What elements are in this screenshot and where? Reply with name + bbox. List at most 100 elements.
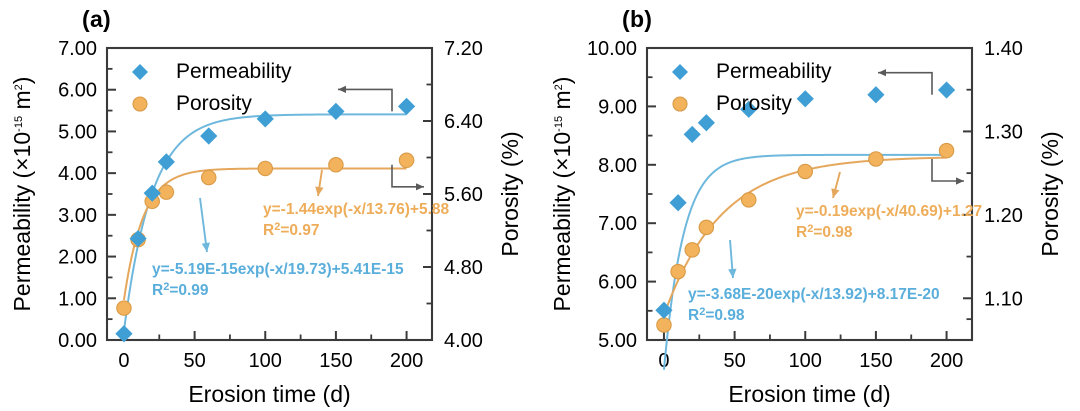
panel-label-b: (b) — [622, 6, 653, 32]
y-right-tick-label: 7.20 — [444, 38, 483, 60]
permeability-data-point — [143, 184, 161, 202]
y-left-tick-label: 7.00 — [598, 213, 637, 235]
chart-panel-a: (a) 0 50 100 150 200 0.00 1.00 2.00 3.00 4.00 5.00… — [9, 6, 523, 407]
porosity-data-point — [398, 152, 415, 168]
panel-b-plot: 0 50 100 150 200 5.00 6.00 7.00 8.00 9.00 10.00 1.1… — [540, 0, 1080, 411]
y-right-tick-label: 1.40 — [984, 38, 1023, 60]
y-right-tick-label: 1.10 — [984, 288, 1023, 310]
porosity-data-point — [670, 263, 686, 280]
x-tick-label: 100 — [249, 350, 282, 372]
x-tick-label: 150 — [319, 350, 352, 372]
permeability-equation-text: y=-5.19E-15exp(-x/19.73)+5.41E-15 — [152, 261, 404, 278]
porosity-equation-arrowhead — [831, 188, 840, 198]
x-tick-label: 50 — [723, 350, 745, 372]
porosity-data-point — [257, 160, 274, 177]
chart-panel-b: (b) 0 50 100 150 200 5.00 6.00 7.00 8.00 9.00 10.0… — [540, 0, 1080, 411]
porosity-equation-arrowhead — [315, 186, 324, 196]
legend-label-porosity: Porosity — [716, 92, 792, 115]
porosity-equation-text: y=-0.19exp(-x/40.69)+1.27 — [796, 203, 982, 220]
permeability-data-point — [697, 114, 715, 132]
y-right-tick-label: 5.60 — [444, 184, 483, 206]
permeability-data-point — [796, 90, 814, 108]
x-axis-ticks: 0 50 100 150 200 — [118, 331, 423, 372]
y-left-tick-label: 3.00 — [58, 205, 97, 227]
permeability-equation-arrow — [199, 197, 208, 253]
porosity-data-point — [868, 151, 884, 167]
legend-marker-porosity — [132, 96, 148, 112]
porosity-data-point — [158, 184, 175, 200]
axis-pointer-arrows — [338, 85, 424, 191]
permeability-data-point — [256, 110, 274, 128]
legend: Permeability Porosity — [132, 60, 292, 115]
y-axis-right-ticks: 4.00 4.80 5.60 6.40 7.20 — [423, 38, 483, 352]
porosity-data-point — [684, 242, 700, 258]
axis-pointer-arrows — [878, 69, 964, 185]
permeability-data-point — [740, 100, 758, 118]
y-left-tick-label: 0.00 — [58, 330, 97, 352]
permeability-data-point — [397, 97, 416, 115]
porosity-axis-arrowhead — [416, 183, 424, 191]
porosity-equation-r2: R2=0.98 — [796, 223, 853, 241]
x-tick-label: 50 — [183, 350, 205, 372]
porosity-equation: y=-0.19exp(-x/40.69)+1.27 R2=0.98 — [796, 171, 982, 241]
x-tick-label: 150 — [859, 350, 892, 372]
y-left-tick-label: 7.00 — [58, 38, 97, 60]
y-axis-left-title: Permeability (×10-15 m2) — [9, 77, 35, 312]
permeability-axis-arrowhead — [338, 85, 346, 93]
permeability-data-point — [200, 127, 218, 145]
permeability-data-point — [157, 153, 175, 171]
y-left-tick-label: 6.00 — [58, 80, 97, 102]
porosity-axis-arrowhead — [956, 177, 964, 185]
porosity-points — [656, 142, 955, 333]
porosity-axis-arrow — [391, 164, 424, 188]
permeability-equation-arrowhead — [728, 268, 737, 278]
porosity-data-point — [740, 192, 757, 208]
y-right-tick-label: 6.40 — [444, 111, 483, 133]
y-axis-left-title: Permeability (×10-15 m2) — [549, 77, 575, 312]
permeability-data-point — [867, 86, 885, 104]
y-left-tick-label: 5.00 — [598, 330, 637, 352]
y-right-tick-label: 1.20 — [984, 205, 1023, 227]
panel-label-a: (a) — [82, 6, 112, 32]
legend-marker-permeability — [132, 64, 148, 80]
permeability-equation: y=-5.19E-15exp(-x/19.73)+5.41E-15 R2=0.99 — [152, 197, 404, 299]
porosity-equation-r2: R2=0.97 — [263, 221, 320, 239]
legend-label-porosity: Porosity — [176, 92, 252, 115]
permeability-axis-arrow — [878, 71, 933, 95]
legend-marker-permeability — [672, 64, 688, 80]
permeability-equation-arrowhead — [201, 242, 210, 252]
porosity-data-point — [200, 169, 217, 186]
porosity-data-point — [328, 157, 344, 173]
x-tick-label: 200 — [390, 350, 423, 372]
y-axis-right-title: Porosity (%) — [1037, 131, 1063, 256]
legend: Permeability Porosity — [672, 60, 832, 115]
panel-b-svg: 0 50 100 150 2005.006.007.008.009.0010.001.1… — [549, 38, 1063, 407]
permeability-data-point — [937, 81, 956, 99]
y-left-tick-label: 1.00 — [58, 288, 97, 310]
y-left-tick-label: 6.00 — [598, 272, 637, 294]
y-right-tick-label: 1.30 — [984, 121, 1023, 143]
porosity-equation: y=-1.44exp(-x/13.76)+5.88 R2=0.97 — [263, 169, 450, 239]
panel-a-svg: 0 50 100 150 200 0.00 1.00 2.00 3.00 4.00 5.00 6.00… — [9, 38, 523, 407]
permeability-data-point — [115, 325, 133, 343]
y-left-tick-label: 10.00 — [587, 38, 637, 60]
porosity-axis-arrow — [931, 159, 964, 182]
y-axis-right-ticks: 1.10 1.20 1.30 1.40 — [963, 38, 1023, 321]
y-axis-right-title: Porosity (%) — [497, 131, 523, 256]
permeability-data-point — [129, 230, 147, 248]
legend-marker-porosity — [672, 96, 688, 112]
porosity-data-point — [116, 300, 132, 316]
permeability-equation: y=-3.68E-20exp(-x/13.92)+8.17E-20 R2=0.98 — [688, 239, 940, 324]
porosity-data-point — [698, 219, 715, 236]
y-right-tick-label: 4.80 — [444, 257, 483, 279]
porosity-data-point — [656, 317, 672, 333]
legend-label-permeability: Permeability — [716, 60, 832, 83]
x-tick-label: 0 — [118, 350, 129, 372]
porosity-equation-text: y=-1.44exp(-x/13.76)+5.88 — [263, 201, 450, 218]
y-left-tick-label: 4.00 — [58, 163, 97, 185]
permeability-points — [655, 81, 956, 319]
y-left-tick-label: 2.00 — [58, 247, 97, 269]
y-right-tick-label: 4.00 — [444, 330, 483, 352]
permeability-data-point — [327, 102, 345, 121]
